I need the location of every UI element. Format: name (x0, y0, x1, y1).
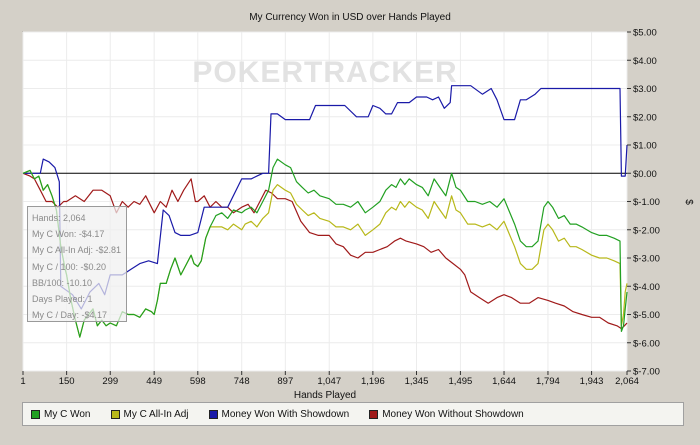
tooltip-allin: My C All-In Adj: -$2.81 (32, 245, 122, 256)
legend-swatch (369, 409, 379, 419)
x-tick-label: 449 (146, 376, 162, 387)
legend-label: My C All-In Adj (123, 408, 189, 420)
series-line-my-c-won (22, 158, 628, 338)
hover-tooltip: Hands: 2,064 My C Won: -$4.17 My C All-I… (27, 206, 127, 322)
x-axis-label: Hands Played (294, 390, 356, 401)
x-axis: 1 150 299 449 598 748 897 1,047 1,196 1,345 1,495 1… (20, 371, 639, 387)
x-tick-label: 1,794 (536, 376, 560, 387)
y-tick-label: $5.00 (633, 28, 657, 39)
tooltip-per100: My C / 100: -$0.20 (32, 261, 107, 272)
legend-item-without-showdown[interactable]: Money Won Without Showdown (369, 409, 524, 420)
x-tick-label: 1,047 (317, 376, 341, 387)
y-tick-label: $1.00 (633, 141, 657, 152)
x-tick-label: 2,064 (615, 376, 639, 387)
tooltip-bb100: BB/100: -10.10 (32, 277, 93, 288)
tooltip-won: My C Won: -$4.17 (32, 229, 105, 240)
y-tick-label: $-6.00 (633, 338, 660, 349)
y-tick-label: $-1.00 (633, 197, 660, 208)
tooltip-days: Days Played: 1 (32, 293, 93, 304)
legend-label: Money Won With Showdown (221, 408, 350, 420)
x-tick-label: 1,644 (492, 376, 516, 387)
x-tick-label: 150 (59, 376, 75, 387)
legend-swatch (208, 409, 218, 419)
y-tick-label: $-5.00 (633, 310, 660, 321)
y-axis: $5.00 $4.00 $3.00 $2.00 $1.00 $0.00 $-1.00 $-2.… (627, 28, 660, 378)
legend-item-my-c-won[interactable]: My C Won (31, 409, 91, 420)
y-axis-label: $ (683, 199, 694, 205)
y-tick-label: $-2.00 (633, 225, 660, 236)
y-tick-label: $0.00 (633, 169, 657, 180)
watermark-logo: POKERTRACKER (192, 56, 457, 89)
legend-item-with-showdown[interactable]: Money Won With Showdown (208, 408, 350, 420)
y-tick-label: $2.00 (633, 112, 657, 123)
y-tick-label: $-7.00 (633, 367, 660, 378)
legend-swatch (110, 409, 120, 419)
x-tick-label: 1,345 (405, 376, 429, 387)
y-tick-label: $3.00 (633, 84, 657, 95)
x-tick-label: 1,196 (361, 376, 385, 387)
x-tick-label: 1 (20, 376, 25, 387)
x-tick-label: 748 (234, 376, 250, 387)
chart-title: My Currency Won in USD over Hands Played (249, 12, 451, 23)
x-tick-label: 897 (277, 376, 293, 387)
legend-swatch (31, 409, 40, 419)
legend: My C Won My C All-In Adj Money Won With … (22, 402, 684, 426)
y-tick-label: $-3.00 (633, 254, 660, 265)
x-tick-label: 598 (190, 376, 206, 387)
y-tick-label: $4.00 (633, 56, 657, 67)
x-tick-label: 1,943 (580, 376, 604, 387)
x-tick-label: 299 (102, 376, 118, 387)
y-tick-label: $-4.00 (633, 282, 660, 293)
legend-item-my-c-all-in-adj[interactable]: My C All-In Adj (110, 408, 189, 420)
legend-label: My C Won (44, 408, 91, 420)
x-tick-label: 1,495 (449, 376, 473, 387)
tooltip-hands: Hands: 2,064 (32, 213, 86, 223)
tooltip-per-day: My C / Day: -$4.17 (32, 310, 108, 321)
legend-label: Money Won Without Showdown (382, 408, 524, 420)
